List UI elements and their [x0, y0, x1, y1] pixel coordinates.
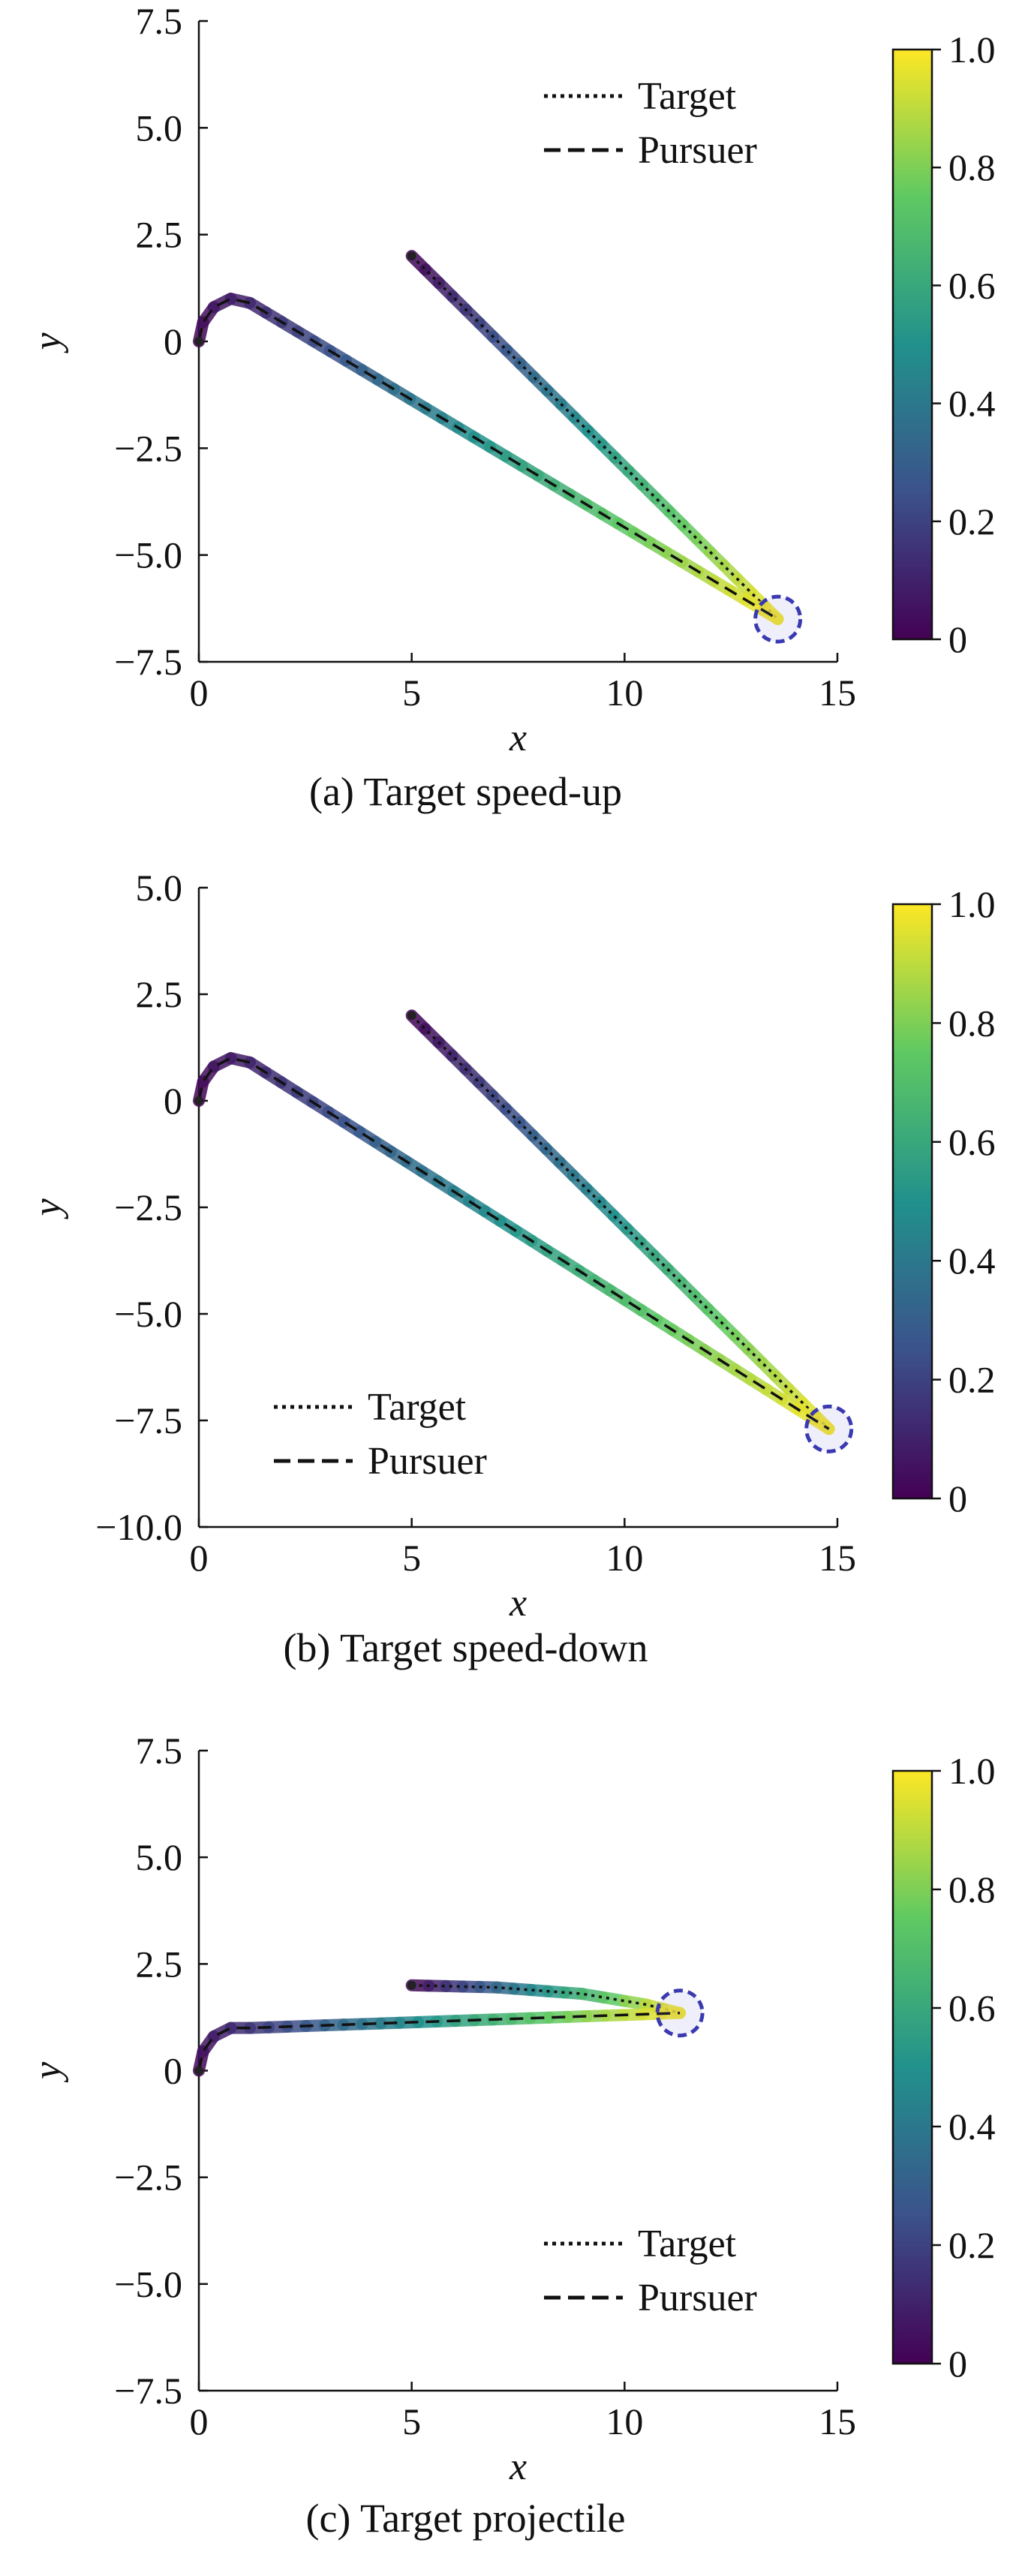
series-start-marker [194, 2066, 203, 2076]
y-tick-label: 0 [164, 320, 182, 362]
series-pursuer-trajectory [193, 293, 784, 626]
x-tick-label: 10 [606, 1537, 643, 1579]
colorbar: 1.0 0.8 0.6 0.4 0.2 0 [891, 29, 996, 660]
chart-panel-3: 7.55.02.50−2.5−5.0−7.50 5 10 15xyTargetPurs… [26, 1730, 996, 2541]
colorbar-tick-label: 0.6 [948, 1121, 996, 1163]
legend-label: Target [368, 1386, 467, 1429]
colorbar-gradient [891, 1769, 933, 2365]
legend: Target Pursuer [544, 2223, 757, 2319]
colorbar: 1.0 0.8 0.6 0.4 0.2 0 [891, 1750, 996, 2385]
colorbar: 1.0 0.8 0.6 0.4 0.2 0 [891, 883, 996, 1519]
y-tick-label: 2.5 [136, 1943, 183, 1985]
y-tick-label: 0 [164, 2050, 182, 2092]
colorbar-tick-label: 0 [948, 2343, 967, 2385]
x-axis-label: x [509, 2445, 527, 2488]
y-tick-label: 2.5 [136, 973, 183, 1015]
legend: Target Pursuer [544, 75, 757, 172]
colorbar-tick-label: 1.0 [948, 1750, 996, 1792]
y-tick-label: −7.5 [114, 641, 182, 683]
y-tick-label: 5.0 [136, 1836, 183, 1878]
series-target-line [410, 254, 779, 621]
x-tick-label: 10 [606, 672, 643, 714]
x-tick-label: 15 [819, 672, 856, 714]
capture-circle [655, 1988, 705, 2038]
series-pursuer-trajectory [193, 2006, 687, 2077]
legend-label: Pursuer [638, 2277, 757, 2319]
x-tick-label: 5 [402, 1537, 421, 1579]
x-tick-label: 5 [402, 2400, 421, 2442]
colorbar-tick-label: 0.2 [948, 2224, 996, 2266]
y-tick-label: 2.5 [136, 214, 183, 256]
x-tick-label: 0 [190, 2400, 209, 2442]
y-tick-label: 0 [164, 1080, 182, 1122]
capture-circle [804, 1404, 854, 1453]
series-target-trajectory [405, 1009, 835, 1435]
series-pursuer-line [197, 297, 779, 621]
y-tick-label: −10.0 [95, 1506, 182, 1548]
colorbar-tick-label: 0 [948, 618, 967, 660]
chart-panel-1: 7.55.02.50−2.5−5.0−7.50 5 10 15xyTargetPurs… [26, 0, 996, 814]
legend-label: Pursuer [638, 129, 757, 172]
colorbar-tick-label: 0.8 [948, 1868, 996, 1910]
y-tick-label: 5.0 [136, 867, 183, 909]
colorbar-tick-label: 0.2 [948, 500, 996, 543]
colorbar-tick-label: 0.4 [948, 1240, 996, 1282]
series-start-marker [407, 1011, 416, 1020]
y-tick-label: −2.5 [114, 1186, 182, 1228]
capture-circle [753, 594, 803, 644]
y-tick-label: 5.0 [136, 107, 183, 149]
x-tick-label: 15 [819, 2400, 856, 2442]
y-tick-label: −7.5 [114, 2370, 182, 2412]
x-axis-label: x [509, 717, 527, 759]
legend: Target Pursuer [274, 1386, 487, 1483]
series-pursuer-line [197, 2011, 681, 2071]
y-tick-label: −5.0 [114, 1293, 182, 1335]
y-tick-label: 7.5 [136, 1730, 183, 1772]
legend-label: Target [638, 2223, 737, 2265]
y-axis-label: y [26, 2061, 69, 2083]
colorbar-gradient [891, 48, 933, 641]
series-start-marker [407, 1980, 416, 1990]
series-start-marker [194, 337, 203, 346]
y-tick-label: −2.5 [114, 2157, 182, 2199]
colorbar-tick-label: 0.6 [948, 1987, 996, 2029]
series-pursuer-trajectory [193, 1052, 835, 1435]
colorbar-tick-label: 0.2 [948, 1359, 996, 1401]
x-axis-label: x [509, 1582, 527, 1625]
y-tick-label: −2.5 [114, 427, 182, 469]
colorbar-tick-label: 0.4 [948, 2106, 996, 2148]
y-tick-label: −7.5 [114, 1399, 182, 1441]
chart-caption: (b) Target speed-down [283, 1625, 648, 1670]
series-target-line [410, 1014, 830, 1430]
x-tick-label: 0 [190, 672, 209, 714]
legend-label: Target [638, 75, 737, 118]
x-tick-label: 5 [402, 672, 421, 714]
colorbar-tick-label: 0.8 [948, 1002, 996, 1044]
x-tick-label: 0 [190, 1537, 209, 1579]
colorbar-tick-label: 0.8 [948, 146, 996, 188]
colorbar-gradient [891, 903, 933, 1500]
y-tick-label: 7.5 [136, 0, 183, 42]
y-axis-label: y [26, 332, 69, 354]
series-pursuer-line [197, 1057, 830, 1430]
y-tick-label: −5.0 [114, 534, 182, 576]
series-start-marker [407, 251, 416, 261]
x-tick-label: 10 [606, 2400, 643, 2442]
legend-label: Pursuer [368, 1440, 487, 1483]
colorbar-tick-label: 0.4 [948, 383, 996, 425]
colorbar-tick-label: 1.0 [948, 883, 996, 925]
chart-caption: (a) Target speed-up [309, 769, 622, 814]
chart-panel-2: 5.02.50−2.5−5.0−7.5−10.00 5 10 15xyTargetPu… [26, 867, 996, 1670]
series-start-marker [194, 1096, 203, 1105]
y-axis-label: y [26, 1198, 69, 1220]
x-tick-label: 15 [819, 1537, 856, 1579]
colorbar-tick-label: 0 [948, 1477, 967, 1519]
chart-caption: (c) Target projectile [305, 2496, 625, 2541]
series-target-trajectory [405, 1979, 687, 2019]
colorbar-tick-label: 0.6 [948, 264, 996, 306]
colorbar-tick-label: 1.0 [948, 29, 996, 71]
y-tick-label: −5.0 [114, 2263, 182, 2305]
